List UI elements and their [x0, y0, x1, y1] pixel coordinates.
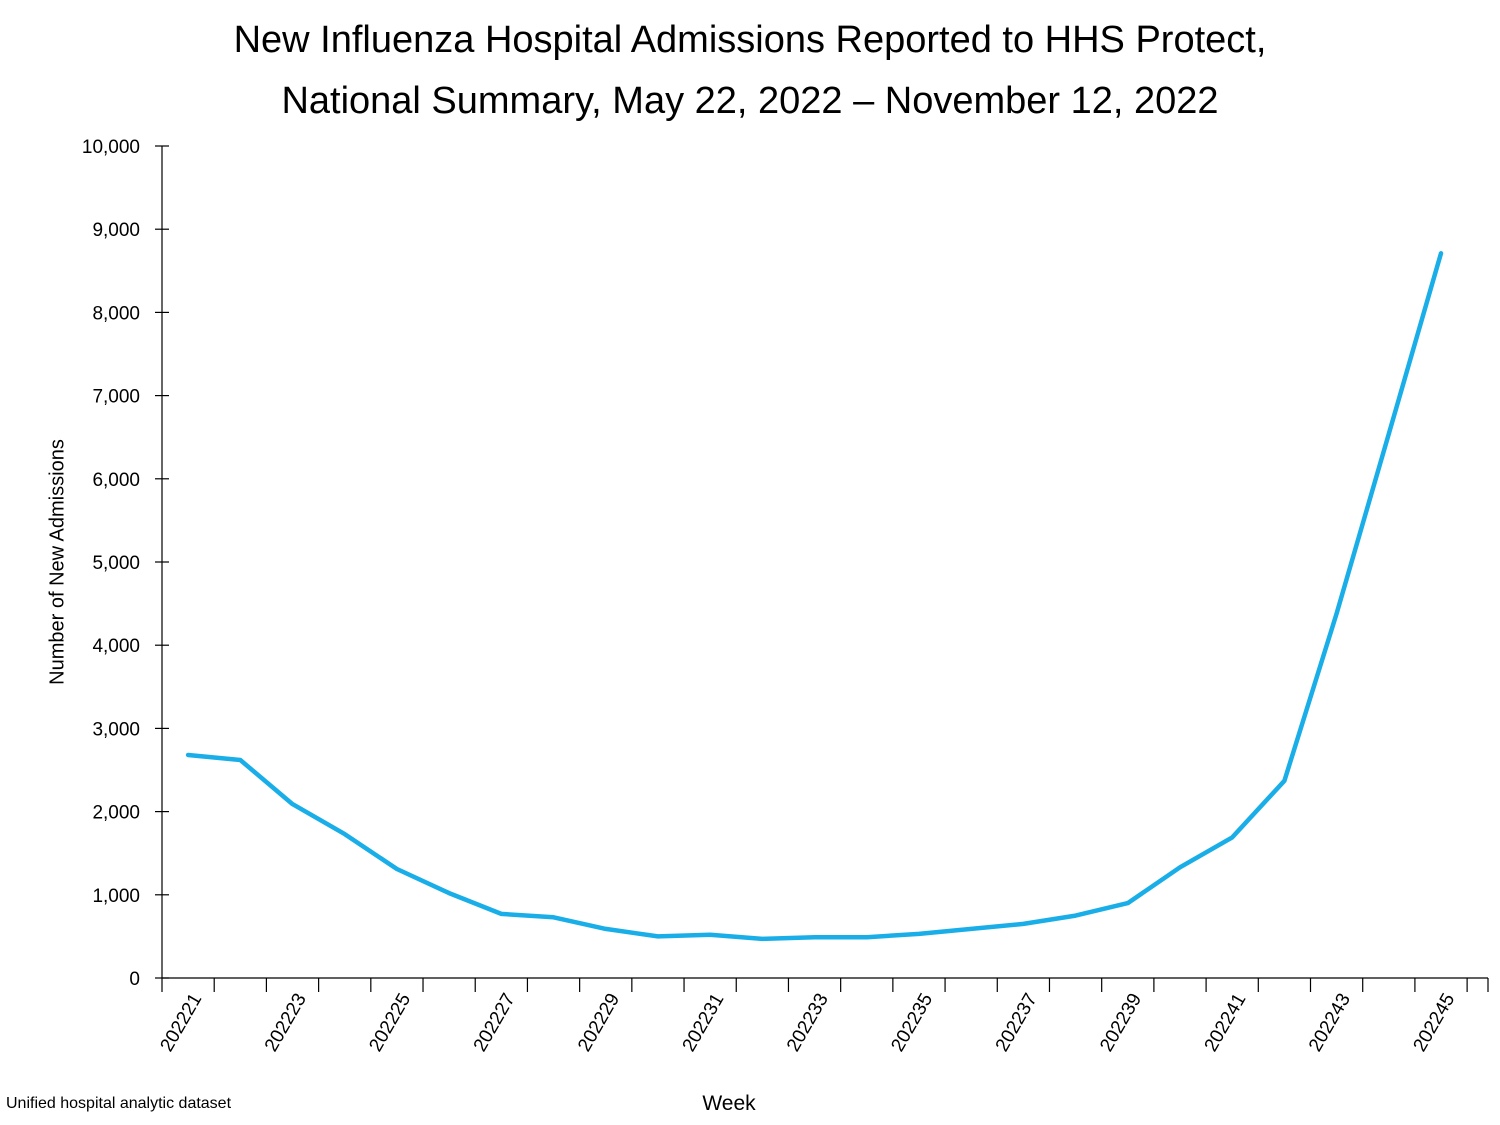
y-tick-label: 9,000	[92, 220, 140, 241]
x-tick-label: 202231	[679, 990, 729, 1055]
y-tick-label: 1,000	[92, 886, 140, 907]
chart-title-line-2: National Summary, May 22, 2022 – Novembe…	[281, 80, 1219, 122]
x-tick-label: 202223	[261, 990, 311, 1055]
x-tick-label: 202233	[783, 990, 833, 1055]
x-tick-label: 202225	[365, 990, 415, 1055]
y-tick-label: 3,000	[92, 719, 140, 740]
y-tick-label: 8,000	[92, 303, 140, 324]
source-note: Unified hospital analytic dataset	[6, 1095, 232, 1112]
x-tick-label: 202221	[157, 990, 207, 1055]
x-tick-label: 202227	[470, 990, 520, 1055]
y-tick-label: 5,000	[92, 553, 140, 574]
y-tick-label: 7,000	[92, 387, 140, 408]
y-tick-label: 6,000	[92, 470, 140, 491]
y-tick-label: 4,000	[92, 636, 140, 657]
x-tick-label: 202235	[887, 990, 937, 1055]
y-tick-label: 2,000	[92, 803, 140, 824]
chart-title-line-1: New Influenza Hospital Admissions Report…	[233, 19, 1267, 61]
admissions-series-line	[185, 251, 1444, 942]
y-tick-label: 0	[129, 969, 140, 990]
x-tick-label: 202243	[1305, 990, 1355, 1055]
x-axis-label: Week	[702, 1092, 756, 1115]
y-axis-label: Number of New Admissions	[46, 439, 69, 685]
x-tick-label: 202237	[992, 990, 1042, 1055]
x-tick-label: 202241	[1201, 990, 1251, 1055]
x-tick-label: 202239	[1096, 990, 1146, 1055]
x-tick-label: 202229	[574, 990, 624, 1055]
x-tick-label: 202245	[1409, 990, 1459, 1055]
y-tick-label: 10,000	[82, 137, 140, 158]
